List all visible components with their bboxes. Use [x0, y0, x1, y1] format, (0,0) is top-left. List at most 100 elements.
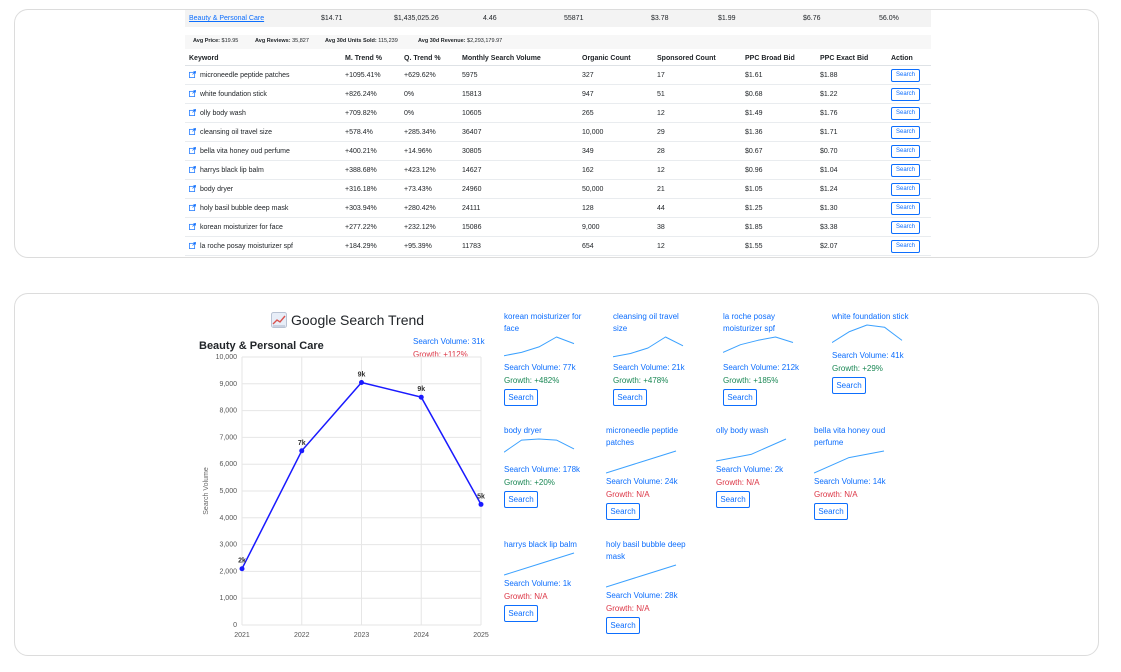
category-summary-row: Beauty & Personal Care $14.71 $1,435,025… [185, 10, 931, 27]
search-volume-line-chart: 0 1,000 2,000 3,000 4,000 5,000 6,000 7,000 8,00… [203, 354, 489, 639]
keyword-trend-name[interactable]: bella vita honey oud perfume [814, 426, 886, 447]
external-link-icon[interactable] [189, 147, 196, 154]
search-button[interactable]: Search [891, 106, 920, 120]
ppc-exact-bid-cell: $1.76 [816, 103, 887, 123]
keyword-search-button[interactable]: Search [504, 605, 538, 622]
keyword-trend-name[interactable]: body dryer [504, 426, 542, 435]
search-button[interactable]: Search [891, 201, 920, 215]
keyword-text: bella vita honey oud perfume [200, 148, 290, 155]
keyword-cell: body dryer [185, 179, 341, 199]
table-row: microneedle peptide patches +1095.41% +629… [185, 65, 931, 85]
sponsored-count-cell: 29 [653, 122, 741, 142]
m-trend-cell: +400.21% [341, 141, 400, 161]
keyword-cell: korean moisturizer for face [185, 217, 341, 237]
category-value-3: $6.76 [803, 15, 821, 22]
category-units: 55871 [564, 15, 584, 22]
m-trend-cell: +709.82% [341, 103, 400, 123]
keyword-text: holy basil bubble deep mask [200, 205, 289, 212]
search-button[interactable]: Search [891, 87, 920, 101]
ppc-exact-bid-cell: $3.38 [816, 217, 887, 237]
monthly-search-volume-cell: 10605 [458, 103, 578, 123]
action-cell: Search [887, 122, 931, 142]
monthly-search-volume-cell: 36407 [458, 122, 578, 142]
action-cell: Search [887, 179, 931, 199]
q-trend-cell: +73.43% [400, 179, 458, 199]
category-revenue: $1,435,025.26 [394, 15, 439, 22]
external-link-icon[interactable] [189, 71, 196, 78]
keyword-table: Keyword M. Trend % Q. Trend % Monthly Searc… [185, 51, 931, 256]
data-label: 5k [477, 493, 485, 500]
sponsored-count-cell: 12 [653, 236, 741, 256]
keyword-growth: Growth: +478% [613, 376, 669, 385]
keyword-search-button[interactable]: Search [832, 377, 866, 394]
data-point [478, 501, 484, 507]
category-price: $14.71 [321, 15, 343, 22]
table-row: korean moisturizer for face +277.22% +232.… [185, 217, 931, 237]
y-tick-label: 5,000 [219, 488, 237, 495]
keyword-search-button[interactable]: Search [716, 491, 750, 508]
keyword-cell: harrys black lip balm [185, 160, 341, 180]
keyword-trend-name[interactable]: korean moisturizer for face [504, 312, 582, 333]
action-cell: Search [887, 217, 931, 237]
keyword-trend-card: holy basil bubble deep mask Search Volume… [606, 539, 686, 634]
ppc-broad-bid-cell: $0.68 [741, 84, 816, 104]
keyword-search-button[interactable]: Search [606, 617, 640, 634]
keyword-trend-name[interactable]: white foundation stick [832, 312, 909, 321]
organic-count-cell: 265 [578, 103, 653, 123]
keyword-search-button[interactable]: Search [613, 389, 647, 406]
category-link[interactable]: Beauty & Personal Care [189, 15, 265, 22]
m-trend-cell: +316.18% [341, 179, 400, 199]
keyword-search-volume: Search Volume: 2k [716, 465, 784, 474]
keyword-cell: la roche posay moisturizer spf [185, 236, 341, 256]
keyword-trend-name[interactable]: holy basil bubble deep mask [606, 540, 686, 561]
organic-count-cell: 9,000 [578, 217, 653, 237]
search-button[interactable]: Search [891, 144, 920, 158]
keyword-trend-name[interactable]: harrys black lip balm [504, 540, 577, 549]
keyword-cell: white foundation stick [185, 84, 341, 104]
external-link-icon[interactable] [189, 128, 196, 135]
search-button[interactable]: Search [891, 68, 920, 82]
keyword-search-button[interactable]: Search [723, 389, 757, 406]
header-ppc-broad-bid: PPC Broad Bid [741, 51, 816, 66]
external-link-icon[interactable] [189, 90, 196, 97]
table-row: white foundation stick +826.24% 0% 15813 947… [185, 84, 931, 104]
keyword-text: white foundation stick [200, 91, 267, 98]
keyword-trend-name[interactable]: microneedle peptide patches [606, 426, 679, 447]
m-trend-cell: +826.24% [341, 84, 400, 104]
avg-revenue: $2,293,179.97 [467, 38, 503, 44]
header-monthly-search-volume: Monthly Search Volume [458, 51, 578, 66]
monthly-search-volume-cell: 24111 [458, 198, 578, 218]
action-cell: Search [887, 236, 931, 256]
keyword-trend-name[interactable]: cleansing oil travel size [613, 312, 679, 333]
search-button[interactable]: Search [891, 163, 920, 177]
category-search-volume: Search Volume: 31k [413, 337, 485, 346]
search-button[interactable]: Search [891, 220, 920, 234]
ppc-exact-bid-cell: $0.70 [816, 141, 887, 161]
keyword-search-button[interactable]: Search [814, 503, 848, 520]
q-trend-cell: +423.12% [400, 160, 458, 180]
external-link-icon[interactable] [189, 109, 196, 116]
table-row: olly body wash +709.82% 0% 10605 265 12 $1.49 $… [185, 103, 931, 123]
search-button[interactable]: Search [891, 182, 920, 196]
keyword-trend-card: body dryer Search Volume: 178k Growth: +20… [504, 425, 584, 508]
external-link-icon[interactable] [189, 185, 196, 192]
external-link-icon[interactable] [189, 204, 196, 211]
keyword-trend-name[interactable]: olly body wash [716, 426, 769, 435]
monthly-search-volume-cell: 14627 [458, 160, 578, 180]
keyword-trend-name[interactable]: la roche posay moisturizer spf [723, 312, 776, 333]
sparkline-path [504, 336, 575, 357]
avg-revenue-label: Avg 30d Revenue: [418, 38, 466, 44]
keyword-search-volume: Search Volume: 24k [606, 477, 678, 486]
avg-units-label: Avg 30d Units Sold: [325, 38, 377, 44]
external-link-icon[interactable] [189, 166, 196, 173]
keyword-search-button[interactable]: Search [606, 503, 640, 520]
keyword-search-button[interactable]: Search [504, 389, 538, 406]
keyword-search-button[interactable]: Search [504, 491, 538, 508]
search-button[interactable]: Search [891, 125, 920, 139]
keyword-trend-card: white foundation stick Search Volume: 41k… [832, 311, 922, 394]
external-link-icon[interactable] [189, 223, 196, 230]
keyword-search-volume: Search Volume: 28k [606, 591, 678, 600]
avg-price-label: Avg Price: [193, 38, 221, 44]
search-button[interactable]: Search [891, 239, 920, 253]
external-link-icon[interactable] [189, 242, 196, 249]
